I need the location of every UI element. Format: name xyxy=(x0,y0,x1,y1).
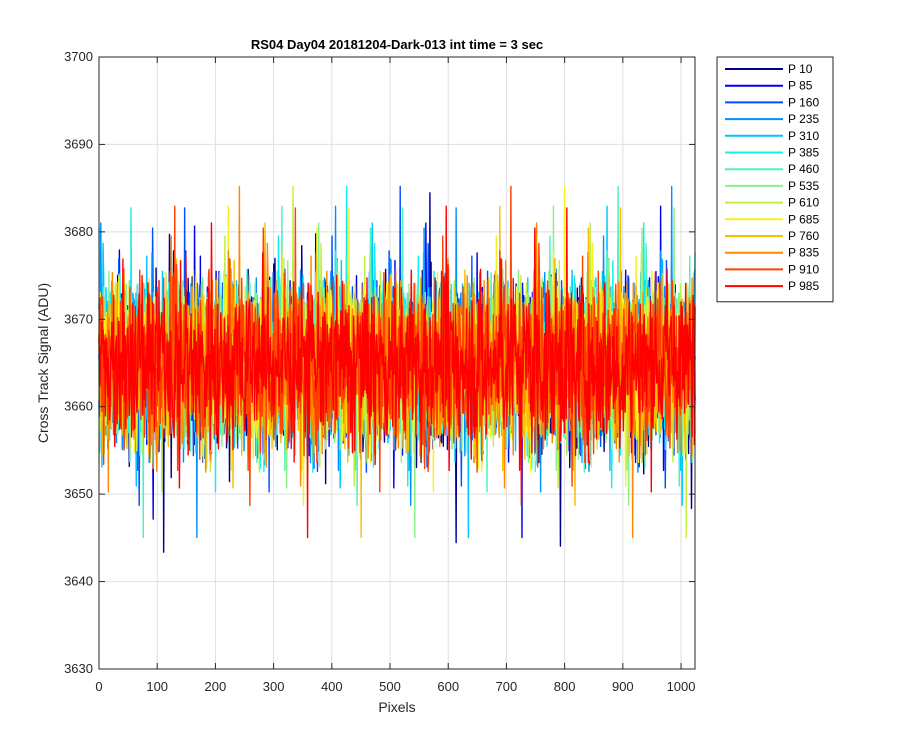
legend-label: P 535 xyxy=(788,179,819,193)
legend-label: P 835 xyxy=(788,246,819,260)
legend-label: P 910 xyxy=(788,262,819,276)
plot-border xyxy=(98,56,696,670)
legend: P 10 P 85 P 160 P 235 P 310 P 385 P 460 P 535 P … xyxy=(716,56,834,303)
x-tick-label: 900 xyxy=(612,679,634,694)
y-tick-label: 3670 xyxy=(64,311,93,326)
x-tick-label: 1000 xyxy=(667,679,696,694)
axis-ticks: 0 100 200 300 400 500 600 700 800 900 1000 3630 3640… xyxy=(64,49,695,694)
y-tick-label: 3640 xyxy=(64,574,93,589)
x-tick-label: 200 xyxy=(205,679,227,694)
x-tick-label: 700 xyxy=(496,679,518,694)
x-tick-label: 500 xyxy=(379,679,401,694)
y-tick-label: 3700 xyxy=(64,49,93,64)
x-tick-label: 0 xyxy=(95,679,102,694)
legend-label: P 85 xyxy=(788,79,813,93)
legend-label: P 160 xyxy=(788,95,819,109)
series-line xyxy=(98,205,696,539)
x-axis-label: Pixels xyxy=(378,699,415,715)
y-tick-label: 3630 xyxy=(64,661,93,676)
y-tick-label: 3680 xyxy=(64,224,93,239)
legend-label: P 310 xyxy=(788,129,819,143)
x-tick-label: 600 xyxy=(437,679,459,694)
legend-label: P 10 xyxy=(788,62,813,76)
legend-label: P 460 xyxy=(788,162,819,176)
legend-label: P 685 xyxy=(788,212,819,226)
y-tick-label: 3650 xyxy=(64,486,93,501)
y-tick-label: 3690 xyxy=(64,136,93,151)
y-axis-label: Cross Track Signal (ADU) xyxy=(35,283,51,443)
series-lines xyxy=(98,185,696,553)
x-tick-label: 100 xyxy=(146,679,168,694)
legend-label: P 235 xyxy=(788,112,819,126)
legend-label: P 760 xyxy=(788,229,819,243)
legend-label: P 385 xyxy=(788,146,819,160)
legend-label: P 610 xyxy=(788,196,819,210)
y-tick-label: 3660 xyxy=(64,399,93,414)
chart-title: RS04 Day04 20181204-Dark-013 int time = … xyxy=(251,37,543,52)
x-tick-label: 300 xyxy=(263,679,285,694)
legend-label: P 985 xyxy=(788,279,819,293)
legend-box xyxy=(716,56,834,303)
x-tick-label: 400 xyxy=(321,679,343,694)
x-tick-label: 800 xyxy=(554,679,576,694)
